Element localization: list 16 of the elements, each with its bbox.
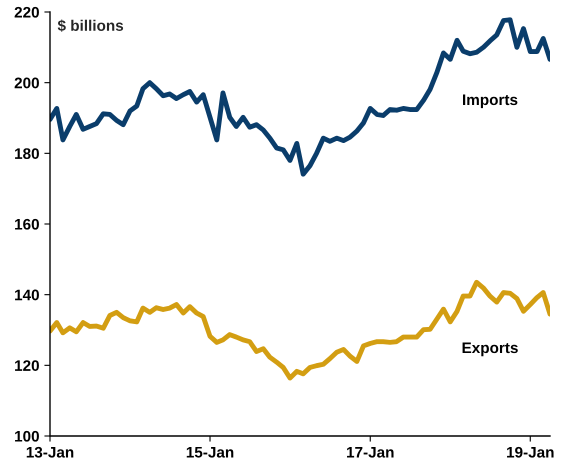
y-tick-label: 200 xyxy=(14,78,39,88)
x-tick-label: 17-Jan xyxy=(347,446,394,458)
line-series xyxy=(50,280,550,380)
y-tick-label: 180 xyxy=(15,148,39,160)
y-tick-label: 120 xyxy=(15,360,39,372)
y-tick-label: 160 xyxy=(15,218,39,230)
line-series xyxy=(50,17,550,177)
series-label: Exports xyxy=(462,342,518,356)
y-tick-label: 220 xyxy=(14,6,39,18)
y-axis-title: $ billions xyxy=(58,19,124,32)
y-tick-label: 140 xyxy=(15,290,39,300)
x-tick-label: 19-Jan xyxy=(507,446,554,458)
y-tick-label: 100 xyxy=(15,430,39,442)
x-tick-label: 13-Jan xyxy=(26,446,74,458)
x-tick-label: 15-Jan xyxy=(186,446,234,458)
text: Imports xyxy=(463,94,518,108)
